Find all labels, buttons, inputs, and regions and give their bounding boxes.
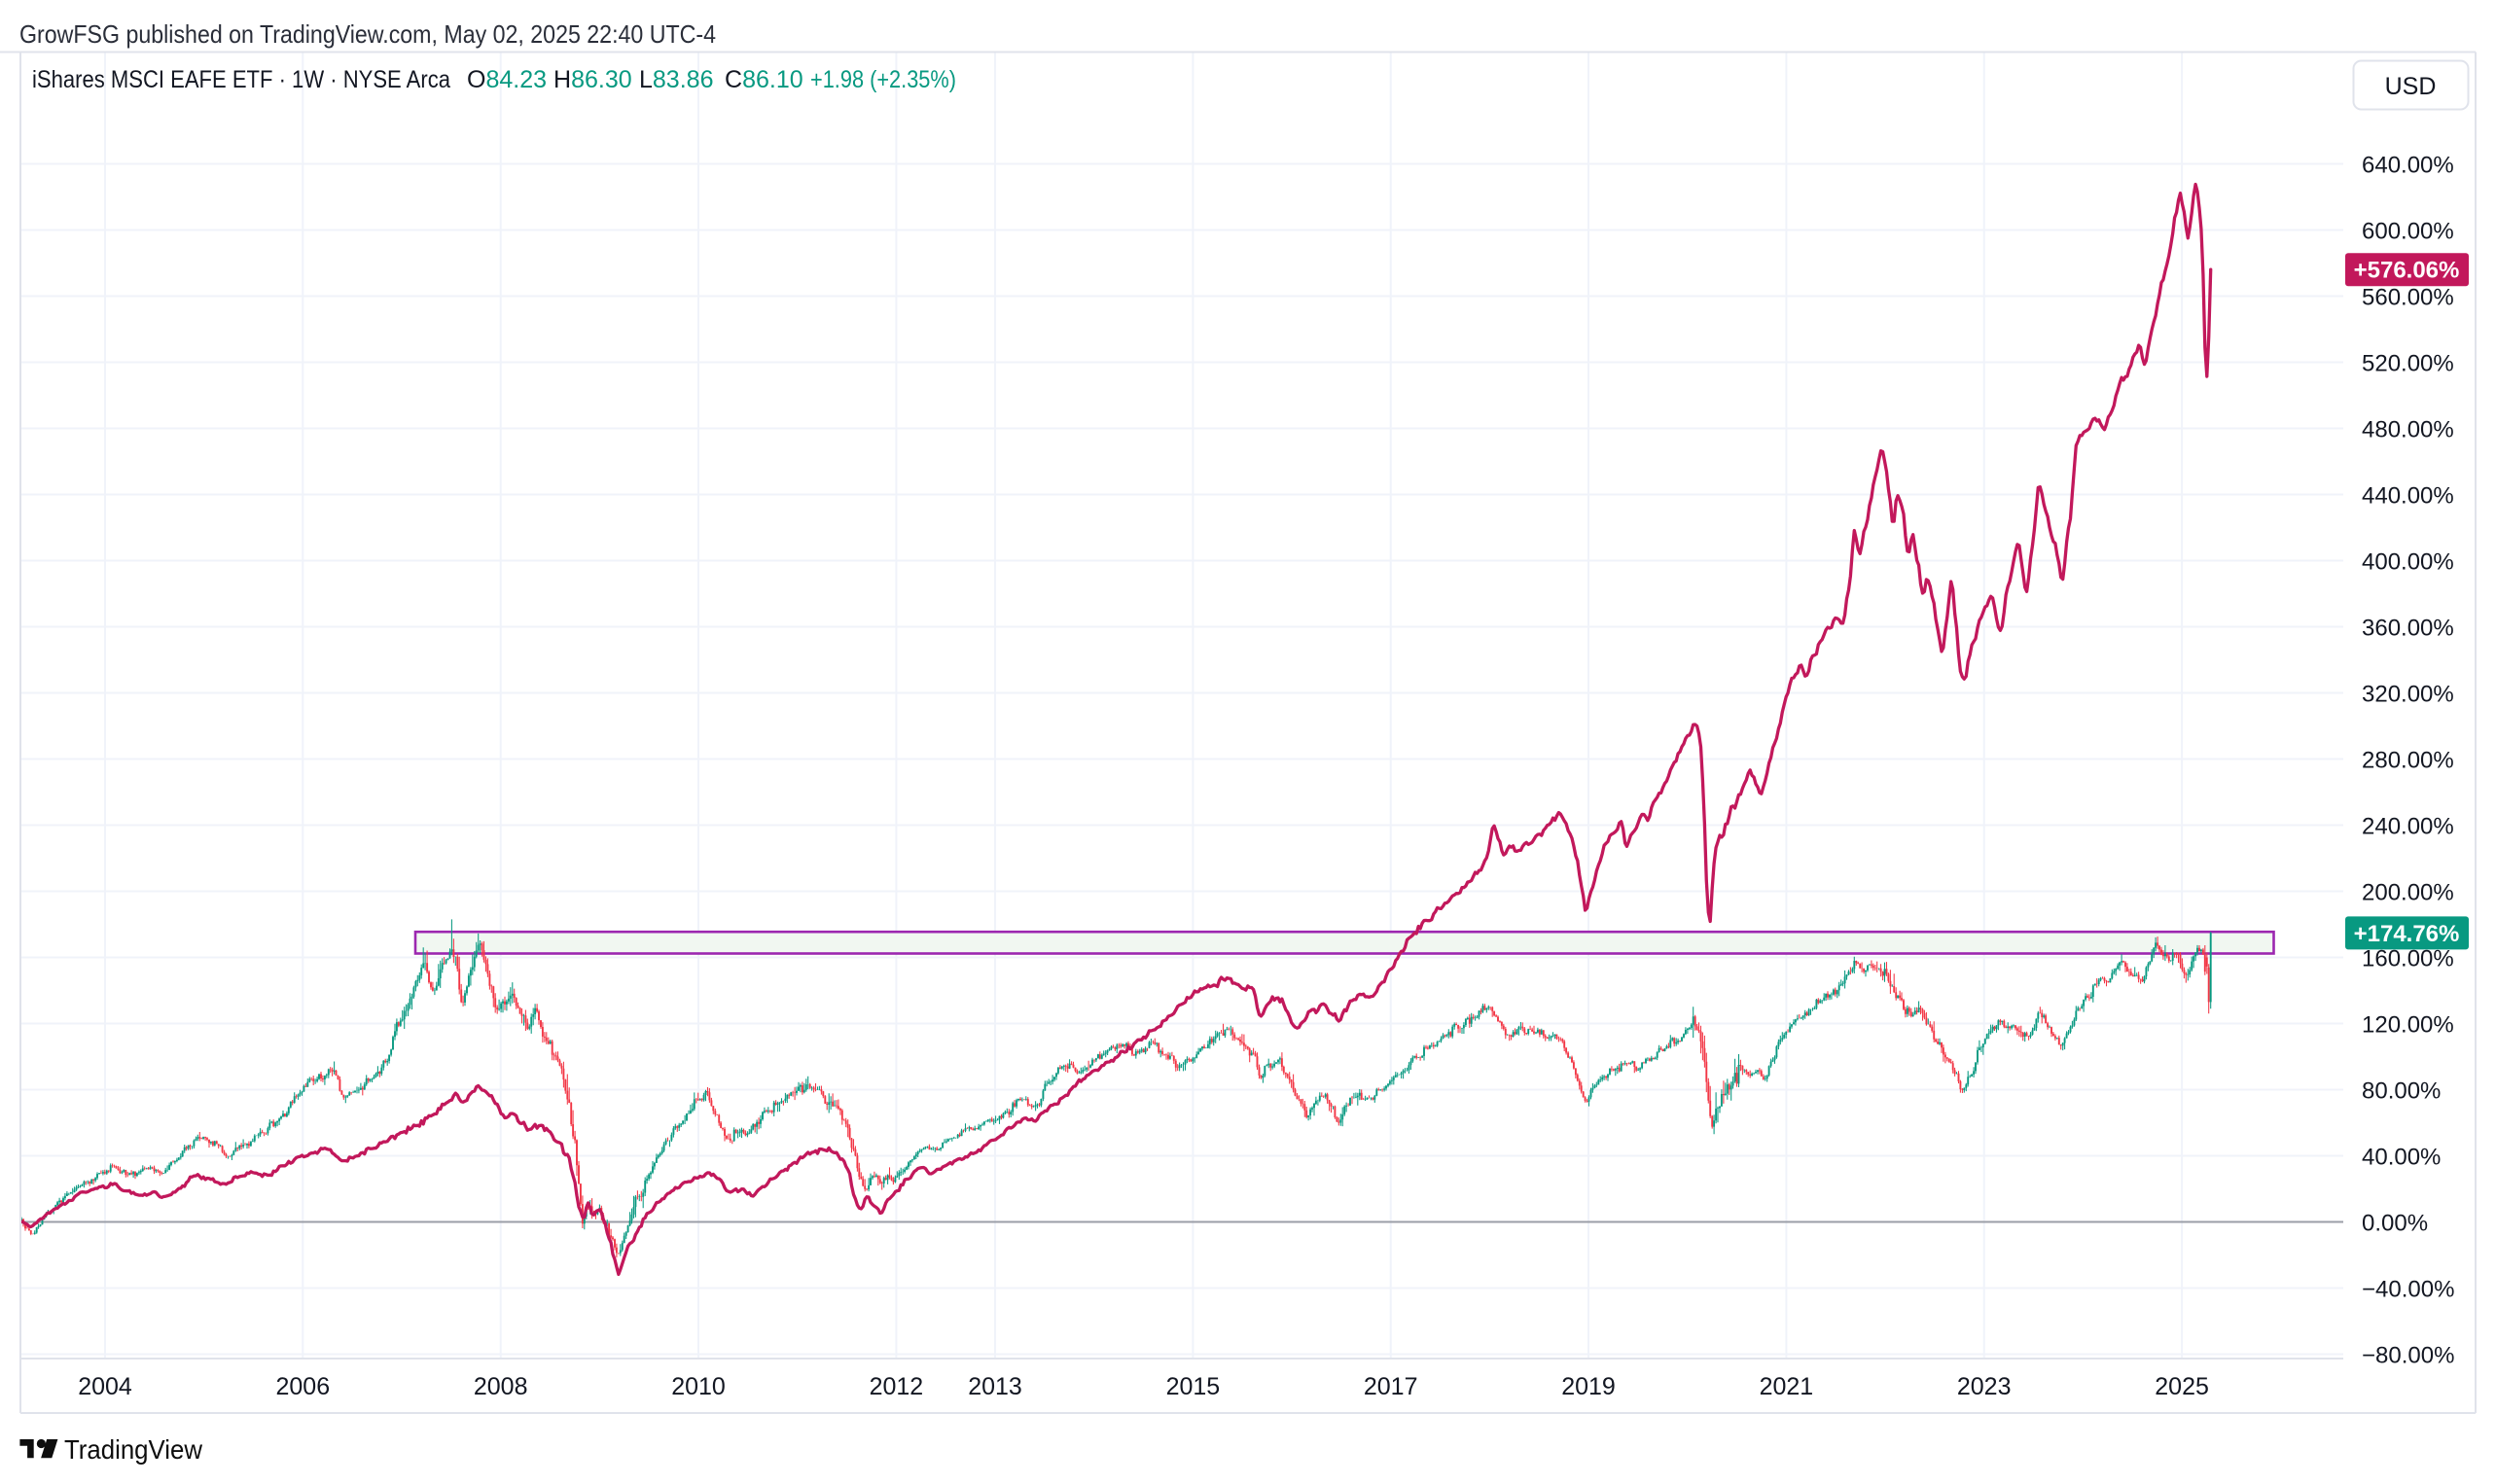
svg-text:2008: 2008 xyxy=(474,1373,528,1400)
svg-text:280.00%: 280.00% xyxy=(2362,748,2454,774)
svg-text:L83.86: L83.86 xyxy=(639,66,713,93)
svg-text:C86.10: C86.10 xyxy=(725,66,803,93)
svg-text:TradingView: TradingView xyxy=(64,1434,203,1465)
svg-text:USD: USD xyxy=(2385,73,2437,100)
svg-text:2019: 2019 xyxy=(1561,1373,1616,1400)
svg-text:2006: 2006 xyxy=(275,1373,330,1400)
svg-text:−40.00%: −40.00% xyxy=(2362,1277,2454,1303)
svg-text:+576.06%: +576.06% xyxy=(2354,258,2460,284)
svg-text:2012: 2012 xyxy=(870,1373,924,1400)
svg-text:240.00%: 240.00% xyxy=(2362,814,2454,840)
svg-text:560.00%: 560.00% xyxy=(2362,285,2454,311)
svg-text:480.00%: 480.00% xyxy=(2362,417,2454,443)
svg-text:0.00%: 0.00% xyxy=(2362,1211,2428,1237)
svg-text:2021: 2021 xyxy=(1760,1373,1814,1400)
svg-text:iShares MSCI EAFE ETF · 1W · N: iShares MSCI EAFE ETF · 1W · NYSE Arca xyxy=(32,66,450,93)
svg-text:−80.00%: −80.00% xyxy=(2362,1343,2454,1369)
svg-text:600.00%: 600.00% xyxy=(2362,219,2454,245)
svg-text:80.00%: 80.00% xyxy=(2362,1078,2441,1105)
svg-text:GrowFSG published on TradingVi: GrowFSG published on TradingView.com, Ma… xyxy=(19,19,716,49)
svg-text:2017: 2017 xyxy=(1364,1373,1418,1400)
svg-text:200.00%: 200.00% xyxy=(2362,880,2454,906)
svg-text:2023: 2023 xyxy=(1957,1373,2012,1400)
svg-text:320.00%: 320.00% xyxy=(2362,682,2454,708)
svg-text:400.00%: 400.00% xyxy=(2362,549,2454,576)
svg-text:640.00%: 640.00% xyxy=(2362,153,2454,179)
svg-text:2010: 2010 xyxy=(671,1373,726,1400)
svg-text:2015: 2015 xyxy=(1166,1373,1221,1400)
svg-text:160.00%: 160.00% xyxy=(2362,946,2454,972)
svg-text:120.00%: 120.00% xyxy=(2362,1012,2454,1039)
svg-text:520.00%: 520.00% xyxy=(2362,351,2454,377)
svg-text:2013: 2013 xyxy=(968,1373,1022,1400)
svg-text:360.00%: 360.00% xyxy=(2362,616,2454,642)
svg-text:40.00%: 40.00% xyxy=(2362,1145,2441,1171)
svg-text:+174.76%: +174.76% xyxy=(2354,921,2460,947)
svg-text:2004: 2004 xyxy=(78,1373,132,1400)
svg-text:2025: 2025 xyxy=(2155,1373,2209,1400)
svg-text:H86.30: H86.30 xyxy=(553,66,632,93)
svg-text:440.00%: 440.00% xyxy=(2362,483,2454,510)
svg-text:O84.23: O84.23 xyxy=(467,66,547,93)
svg-text:+1.98 (+2.35%): +1.98 (+2.35%) xyxy=(810,66,956,93)
